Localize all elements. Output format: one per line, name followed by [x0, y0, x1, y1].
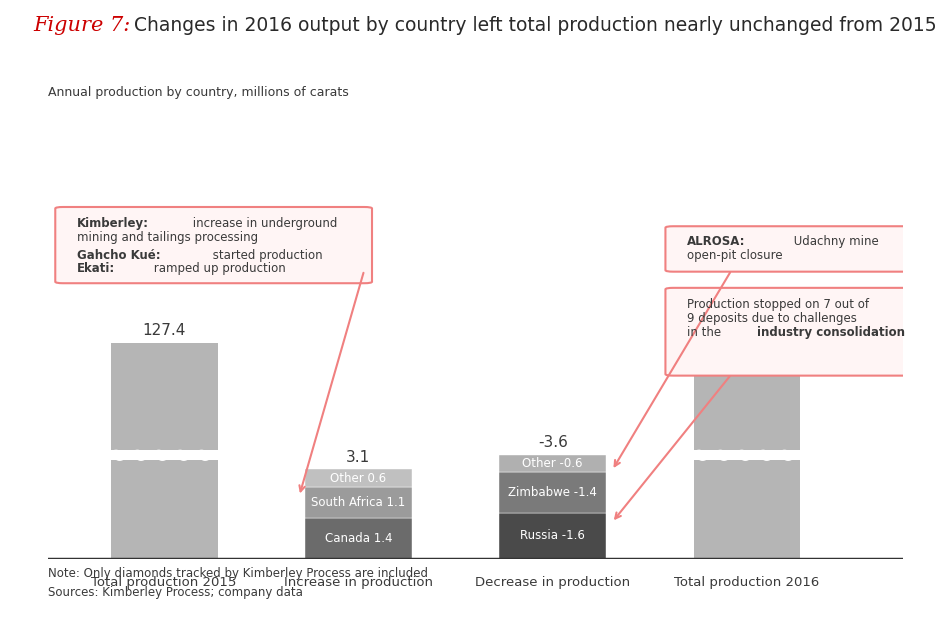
Text: Udachny mine: Udachny mine [789, 235, 879, 248]
Text: Other 0.6: Other 0.6 [331, 471, 387, 484]
Text: ramped up production: ramped up production [150, 263, 286, 276]
Bar [694, 460, 801, 559]
Text: Other -0.6: Other -0.6 [522, 457, 583, 470]
FancyBboxPatch shape [665, 288, 943, 376]
Text: 9 deposits due to challenges: 9 deposits due to challenges [687, 312, 857, 325]
Bar [500, 513, 606, 559]
Text: Kimberley:: Kimberley: [77, 217, 148, 230]
Text: Annual production by country, millions of carats: Annual production by country, millions o… [48, 86, 349, 99]
Text: ALROSA:: ALROSA: [687, 235, 746, 248]
Text: Gahcho Kué:: Gahcho Kué: [77, 249, 161, 262]
FancyBboxPatch shape [55, 207, 372, 283]
Bar [305, 469, 412, 487]
Bar [305, 487, 412, 519]
Text: started production: started production [209, 249, 322, 262]
Text: Total production 2015: Total production 2015 [91, 576, 237, 589]
Text: Changes in 2016 output by country left total production nearly unchanged from 20: Changes in 2016 output by country left t… [128, 16, 937, 35]
Text: Decrease in production: Decrease in production [475, 576, 630, 589]
Text: Canada 1.4: Canada 1.4 [325, 532, 392, 545]
Bar [694, 343, 801, 450]
Text: Production stopped on 7 out of: Production stopped on 7 out of [687, 298, 869, 311]
Text: Total production 2016: Total production 2016 [674, 576, 820, 589]
Text: Ekati:: Ekati: [77, 263, 115, 276]
Bar [500, 472, 606, 513]
Text: Note: Only diamonds tracked by Kimberley Process are included
Sources: Kimberley: Note: Only diamonds tracked by Kimberley… [48, 567, 428, 599]
Text: open-pit closure: open-pit closure [687, 249, 783, 262]
Text: Zimbabwe -1.4: Zimbabwe -1.4 [508, 486, 598, 499]
Text: Increase in production: Increase in production [284, 576, 433, 589]
Text: -3.6: -3.6 [538, 435, 568, 450]
Text: increase in underground: increase in underground [189, 217, 338, 230]
Bar [110, 343, 218, 450]
Text: industry consolidation: industry consolidation [757, 325, 904, 338]
FancyBboxPatch shape [665, 226, 943, 271]
Text: in the: in the [687, 325, 725, 338]
Text: 126.9: 126.9 [725, 323, 769, 338]
Text: 127.4: 127.4 [142, 323, 186, 338]
Bar [305, 519, 412, 559]
Text: mining and tailings processing: mining and tailings processing [77, 231, 257, 244]
Bar [500, 455, 606, 472]
Text: Figure 7:: Figure 7: [33, 16, 130, 35]
Text: Russia -1.6: Russia -1.6 [521, 529, 585, 542]
Text: South Africa 1.1: South Africa 1.1 [312, 496, 406, 509]
Text: 3.1: 3.1 [347, 450, 370, 465]
Bar [110, 460, 218, 559]
